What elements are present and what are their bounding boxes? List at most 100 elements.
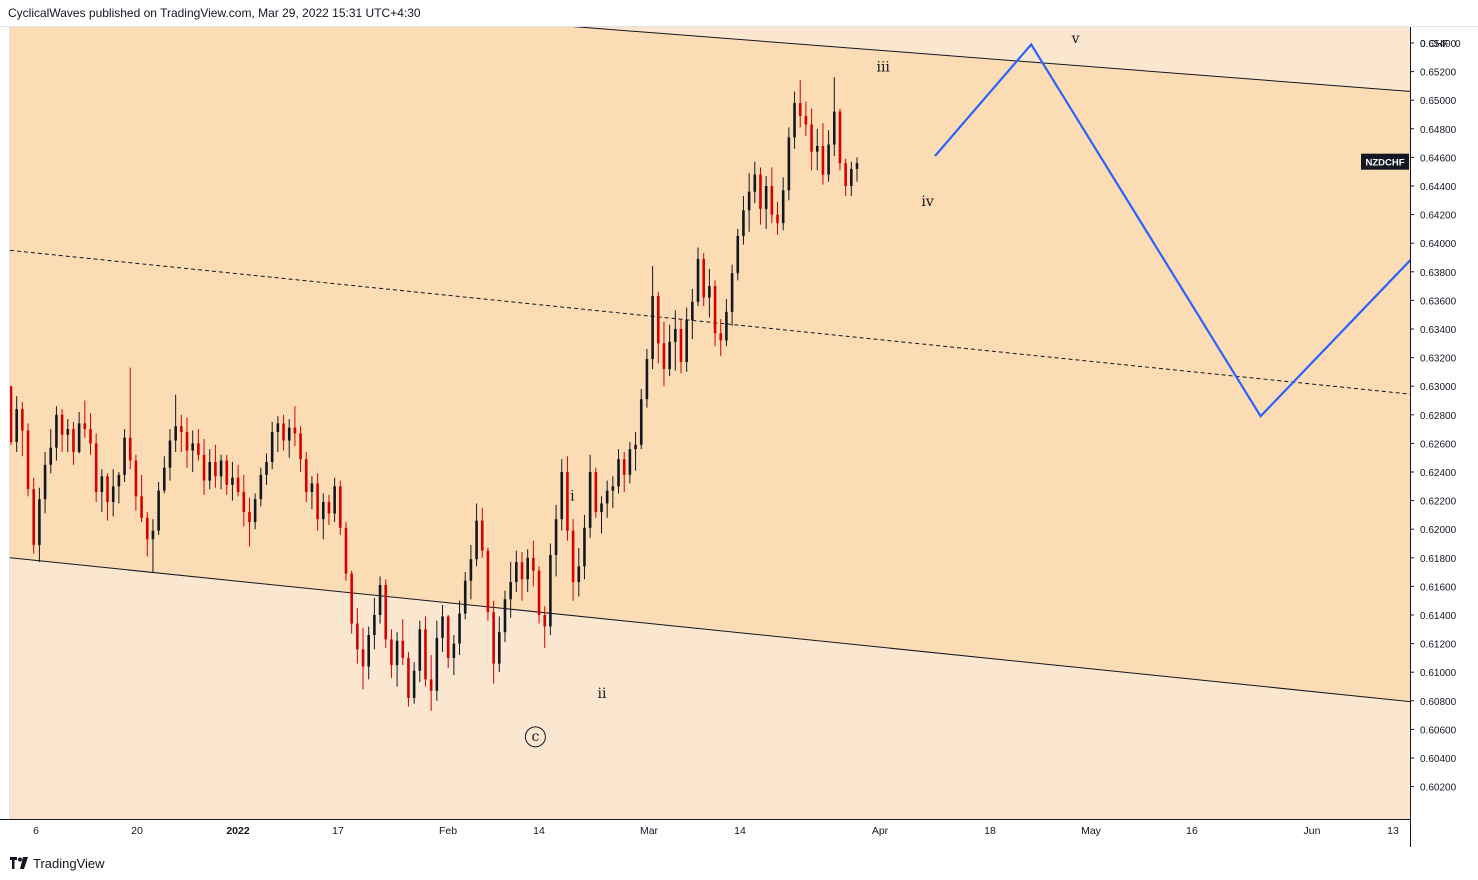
candle <box>128 367 132 470</box>
candle <box>60 409 64 452</box>
time-axis[interactable]: 6 20 2022 17 Feb 14 Mar 14 Apr 18 May 16 Jun 13 <box>0 27 1410 851</box>
channel-lines[interactable] <box>10 27 1478 715</box>
candle <box>554 504 558 577</box>
candle-body <box>674 329 677 342</box>
candle <box>497 616 501 673</box>
price-tick-label: 0.62000 <box>1420 525 1457 536</box>
candle <box>753 161 757 204</box>
candle <box>844 158 847 197</box>
candle-body <box>605 490 609 504</box>
candle-body <box>730 273 734 312</box>
projection-line[interactable] <box>934 42 1478 419</box>
candle-body <box>390 639 393 666</box>
candle <box>248 497 251 547</box>
candle-body <box>356 623 359 650</box>
candle <box>810 108 813 171</box>
time-tick-label: 14 <box>734 825 746 837</box>
candle-body <box>15 409 18 442</box>
candle-body <box>208 461 212 481</box>
candle-body <box>94 443 98 493</box>
candle <box>543 606 547 648</box>
channel-lower-line[interactable] <box>10 557 1478 715</box>
candle-body <box>225 460 229 485</box>
candle-body <box>628 449 632 475</box>
time-tick-label: 17 <box>332 825 344 837</box>
candle <box>157 482 160 535</box>
candle <box>719 318 723 357</box>
candle <box>361 627 365 690</box>
candle-body <box>662 343 666 370</box>
price-tick-label: 0.62200 <box>1420 497 1457 508</box>
candle <box>77 411 81 454</box>
footer-brand[interactable]: TradingView <box>10 853 105 873</box>
price-tick-label: 0.62600 <box>1420 439 1457 450</box>
publisher-header: CyclicalWaves published on TradingView.c… <box>8 6 421 24</box>
candle <box>83 400 87 438</box>
price-axis[interactable]: 0 CHF 00.65400 0.65200 0.65000 0.64800 0.6460… <box>1361 27 1478 851</box>
channel-middle-line[interactable] <box>10 249 1478 407</box>
candle-body <box>804 115 808 125</box>
candle-body <box>339 486 342 528</box>
candle-body <box>401 640 405 658</box>
channel-fill <box>10 27 1410 702</box>
candle <box>145 512 149 557</box>
candle-body <box>168 440 172 468</box>
candle <box>793 91 796 149</box>
candle-body <box>248 512 251 523</box>
candle-body <box>424 629 427 680</box>
candle <box>418 620 422 683</box>
candle <box>89 413 92 455</box>
candle-body <box>594 472 598 513</box>
candle-body <box>793 103 796 138</box>
tradingview-logo-icon <box>10 857 28 869</box>
candle-body <box>367 635 371 667</box>
candle <box>492 600 495 684</box>
candle <box>333 477 336 523</box>
candle <box>293 406 297 447</box>
candle-body <box>140 496 143 518</box>
candle <box>310 476 314 510</box>
candle <box>66 419 70 452</box>
price-tick-label: 0.64400 <box>1420 182 1457 193</box>
projection-path[interactable] <box>934 42 1478 419</box>
candle-body <box>844 163 847 186</box>
candle-body <box>111 486 115 503</box>
candle-body <box>532 557 535 571</box>
candle <box>26 423 30 497</box>
candle-body <box>287 427 291 441</box>
candle-body <box>520 562 524 580</box>
wave-label-i: i <box>570 489 575 505</box>
candle <box>776 201 779 235</box>
candle-body <box>815 145 819 152</box>
candle <box>617 449 620 494</box>
chart-frame[interactable]: iii iv v i ii c 0 CHF 0 0.65400 0.65200 0.65000 0.… <box>0 26 1478 851</box>
candle <box>367 626 371 680</box>
candle-body <box>600 503 603 513</box>
candle-body <box>321 502 325 520</box>
candle-body <box>72 429 75 452</box>
candle-body <box>191 443 194 451</box>
candle-body <box>270 431 274 462</box>
candle-body <box>163 467 166 491</box>
candle-body <box>333 486 336 514</box>
candle <box>253 493 257 530</box>
candle <box>798 80 802 128</box>
candle <box>390 629 393 678</box>
candle-body <box>463 580 467 614</box>
candle <box>10 386 13 445</box>
candle <box>225 454 229 495</box>
channel-upper-line[interactable] <box>10 27 1478 102</box>
candle-body <box>781 190 785 224</box>
candle <box>174 394 177 452</box>
candle <box>583 514 586 580</box>
symbol-price-tag[interactable]: NZDCHF <box>1361 153 1409 170</box>
candle <box>202 439 206 495</box>
candle <box>304 451 308 503</box>
candle <box>117 472 121 504</box>
candle-body <box>736 236 740 274</box>
candle <box>163 456 166 494</box>
candle <box>100 469 104 513</box>
candle <box>270 421 274 470</box>
